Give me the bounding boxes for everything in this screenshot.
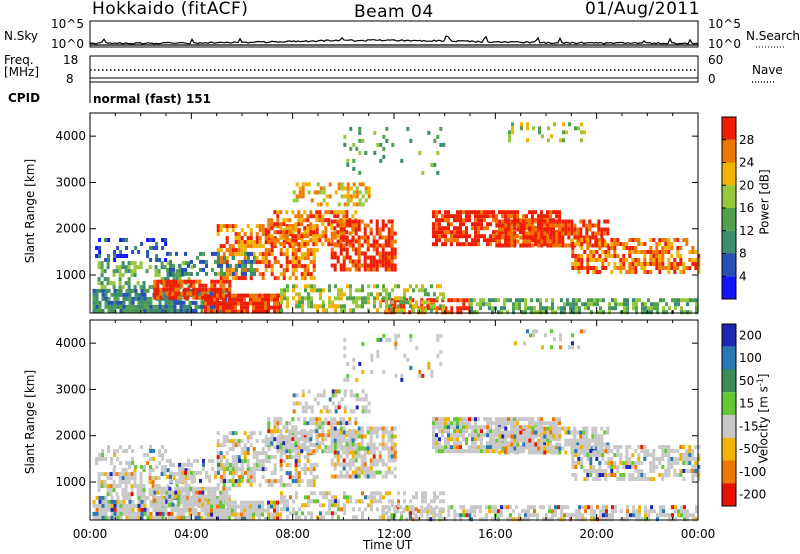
- velocity-colorbar-tick-label: 50: [739, 374, 754, 388]
- nsearch-tick-top: 10^5: [708, 17, 741, 31]
- nave-tick-bottom: 0: [708, 72, 716, 86]
- velocity-colorbar-swatch: [722, 346, 736, 370]
- freq-label: Freq.: [4, 53, 34, 67]
- velocity-colorbar-swatch: [722, 392, 736, 415]
- velocity-panel-ytick-label: 2000: [55, 429, 86, 443]
- xtick-label: 04:00: [174, 527, 209, 541]
- velocity-colorbar-tick-label: 200: [739, 328, 762, 342]
- velocity-colorbar-frame: [721, 323, 737, 507]
- nsky-trace: [89, 35, 699, 45]
- xaxis-label: Time UT: [363, 538, 413, 552]
- nsearch-label: N.Search: [746, 29, 800, 43]
- power-ylabel: Slant Range [km]: [23, 158, 38, 264]
- power-colorbar-tick-label: 28: [739, 133, 754, 147]
- power-colorbar-swatch: [722, 253, 736, 277]
- freq-tick-bottom: 8: [66, 72, 74, 86]
- power-panel-ytick-label: 3000: [55, 175, 86, 189]
- freq-unit-label: [MHz]: [4, 65, 40, 79]
- nsky-label: N.Sky: [4, 29, 39, 43]
- velocity-colorbar-swatch: [722, 369, 736, 393]
- power-colorbar-tick-label: 4: [739, 269, 747, 283]
- power-colorbar-swatch: [722, 230, 736, 254]
- power-colorbar-swatch: [722, 208, 736, 231]
- nave-tick-top: 60: [708, 53, 724, 67]
- power-colorbar-swatch: [722, 162, 736, 186]
- nsky-panel-frame: [89, 20, 699, 48]
- velocity-colorbar-swatch: [722, 437, 736, 461]
- power-colorbar-swatch: [722, 139, 736, 163]
- power-colorbar-swatch: [722, 276, 736, 299]
- cpid-text: normal (fast) 151: [93, 92, 211, 106]
- velocity-colorbar-swatch: [722, 460, 736, 484]
- beam-title: Beam 04: [354, 2, 434, 22]
- velocity-colorbar-tick-label: -100: [739, 465, 766, 479]
- velocity-colorbar-label: Velocity [m s-1]: [755, 373, 771, 464]
- velocity-panel-ytick-label: 4000: [55, 336, 86, 350]
- power-panel-ytick-label: 1000: [55, 268, 86, 282]
- xtick-label: 00:00: [73, 527, 108, 541]
- power-colorbar-tick-label: 24: [739, 156, 754, 170]
- xtick-label: 16:00: [478, 527, 513, 541]
- radar-title: Hokkaido (fitACF): [92, 0, 249, 19]
- power-colorbar-tick-label: 20: [739, 178, 754, 192]
- power-panel-echoes: [92, 122, 701, 315]
- power-colorbar-tick-label: 12: [739, 224, 754, 238]
- date-title: 01/Aug/2011: [585, 0, 701, 19]
- velocity-panel-echoes: [92, 329, 701, 522]
- cpid-label: CPID: [8, 91, 41, 105]
- power-colorbar-swatch: [722, 185, 736, 208]
- xtick-label: 12:00: [377, 527, 412, 541]
- xtick-label: 00:00: [681, 527, 716, 541]
- velocity-panel-bg: [90, 320, 698, 520]
- power-colorbar-tick-label: 16: [739, 201, 754, 215]
- velocity-colorbar-tick-label: -200: [739, 488, 766, 502]
- xtick-label: 08:00: [275, 527, 310, 541]
- velocity-panel-ytick-label: 3000: [55, 382, 86, 396]
- power-colorbar-swatch: [722, 117, 736, 140]
- xtick-label: 20:00: [579, 527, 614, 541]
- nsearch-tick-bottom: 10^0: [708, 37, 741, 51]
- velocity-colorbar-swatch: [722, 415, 736, 438]
- freq-tick-top: 18: [63, 53, 79, 67]
- velocity-colorbar-swatch: [722, 324, 736, 347]
- power-panel-ytick-label: 2000: [55, 222, 86, 236]
- nsky-tick-top: 10^5: [51, 17, 84, 31]
- velocity-colorbar-tick-label: -15: [739, 419, 759, 433]
- freq-panel-frame: [89, 55, 699, 83]
- power-colorbar-label: Power [dB]: [757, 169, 772, 235]
- nsky-tick-bottom: 10^0: [51, 37, 84, 51]
- nave-label: Nave: [752, 63, 783, 77]
- power-panel-ytick-label: 4000: [55, 129, 86, 143]
- velocity-colorbar-tick-label: 15: [739, 397, 754, 411]
- velocity-colorbar-tick-label: 100: [739, 351, 762, 365]
- velocity-colorbar-swatch: [722, 483, 736, 506]
- power-colorbar-tick-label: 8: [739, 247, 747, 261]
- velocity-panel-ytick-label: 1000: [55, 475, 86, 489]
- velocity-colorbar-tick-label: -50: [739, 442, 759, 456]
- velocity-ylabel: Slant Range [km]: [23, 369, 38, 475]
